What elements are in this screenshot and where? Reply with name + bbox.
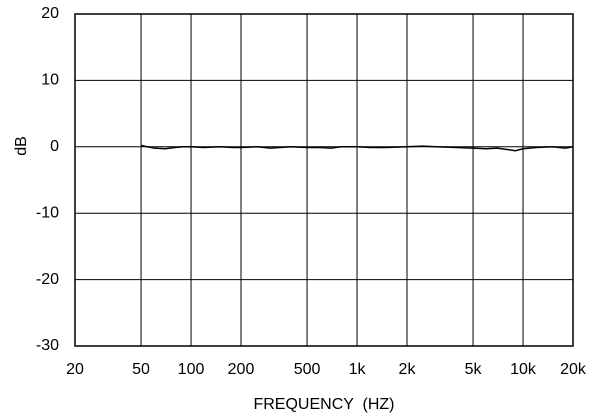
x-tick-label: 200 [228, 361, 255, 378]
x-tick-label: 50 [132, 361, 150, 378]
y-tick-label: -30 [36, 337, 59, 354]
y-axis-label: dB [13, 136, 30, 156]
x-tick-label: 2k [399, 361, 417, 378]
x-tick-label: 5k [465, 361, 483, 378]
y-tick-label: 10 [41, 72, 59, 89]
y-tick-label: -20 [36, 271, 59, 288]
x-tick-label: 500 [294, 361, 321, 378]
y-tick-label: 0 [50, 138, 59, 155]
x-tick-label: 20k [560, 361, 587, 378]
x-tick-label: 1k [349, 361, 367, 378]
y-tick-label: -10 [36, 204, 59, 221]
x-tick-label: 20 [66, 361, 84, 378]
y-tick-label: 20 [41, 5, 59, 22]
plot-frame [74, 13, 574, 347]
data-line [140, 144, 574, 152]
x-tick-label: 100 [178, 361, 205, 378]
x-axis-label: FREQUENCY (HZ) [253, 396, 394, 413]
x-tick-label: 10k [510, 361, 537, 378]
